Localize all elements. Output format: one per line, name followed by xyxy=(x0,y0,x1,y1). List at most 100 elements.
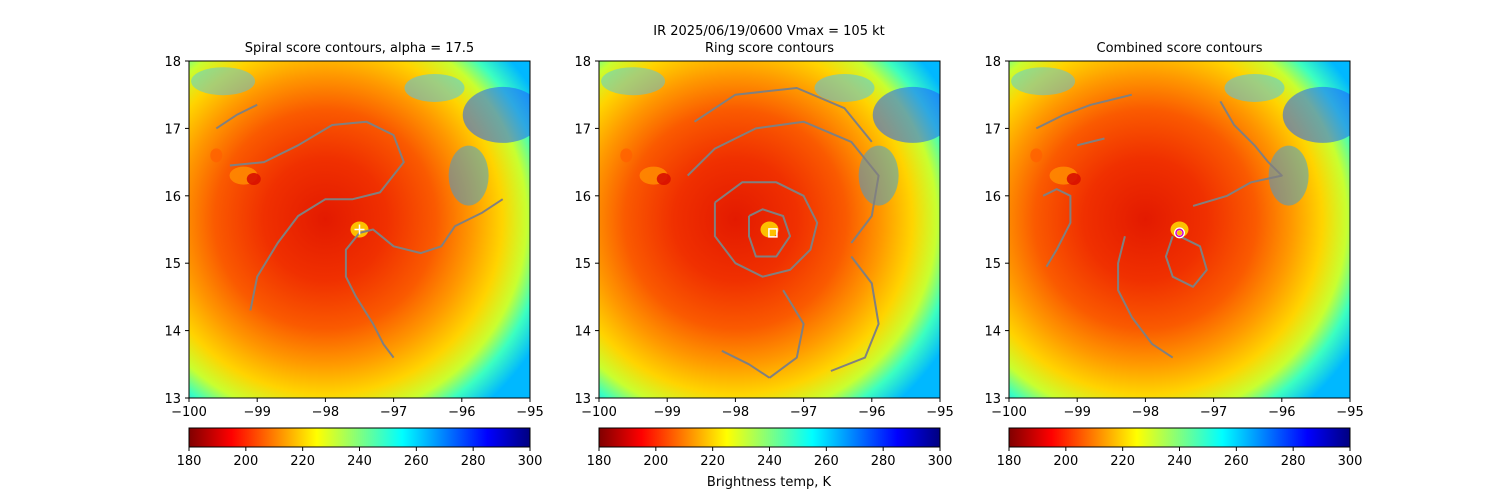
center-marker xyxy=(768,228,778,238)
x-tick-label: −96 xyxy=(1268,405,1295,420)
y-tick-label: 17 xyxy=(984,122,1001,137)
colorbar-tick-label: 300 xyxy=(1338,454,1363,469)
center-marker xyxy=(1175,228,1184,238)
x-tick-label: −95 xyxy=(926,405,953,420)
figure-suptitle: IR 2025/06/19/0600 Vmax = 105 kt xyxy=(653,24,884,39)
y-tick-label: 18 xyxy=(984,55,1001,70)
axes-frame xyxy=(1008,60,1351,399)
colorbar-tick-label: 260 xyxy=(1224,454,1249,469)
x-tick-label: −99 xyxy=(243,405,270,420)
contour-group xyxy=(215,103,504,359)
x-tick-label: −97 xyxy=(380,405,407,420)
colorbar-tick-label: 280 xyxy=(461,454,486,469)
cold-region xyxy=(814,73,875,102)
panel-2: Ring score contours −100 −99 −98 −97 −96 −95 13… xyxy=(574,41,953,469)
colorbar-tick-label: 220 xyxy=(700,454,725,469)
y-tick-label: 15 xyxy=(574,257,591,272)
x-tick-label: −98 xyxy=(722,405,749,420)
contour-group xyxy=(1035,93,1283,359)
panel-title: Spiral score contours, alpha = 17.5 xyxy=(245,41,474,56)
x-tick-label: −98 xyxy=(1132,405,1159,420)
y-tick-label: 16 xyxy=(164,190,181,205)
y-tick-label: 17 xyxy=(574,122,591,137)
x-tick-label: −97 xyxy=(790,405,817,420)
contour-line xyxy=(693,87,873,143)
colorbar-tick-label: 220 xyxy=(290,454,315,469)
colorbar-tick-label: 260 xyxy=(404,454,429,469)
contour-group xyxy=(686,87,880,379)
x-tick-label: −100 xyxy=(991,405,1027,420)
colorbar-tick-label: 300 xyxy=(928,454,953,469)
colorbar-tick-label: 200 xyxy=(1053,454,1078,469)
colorbar-tick-label: 260 xyxy=(814,454,839,469)
x-tick-label: −100 xyxy=(171,405,207,420)
panel-3: Combined score contours −100 −99 −98 −97 −96 −… xyxy=(984,41,1363,469)
colorbar: 180 200 220 240 260 280 300 xyxy=(587,427,953,469)
colorbar-label: Brightness temp, K xyxy=(707,475,832,490)
colorbar-tick-label: 280 xyxy=(871,454,896,469)
colorbar-gradient xyxy=(1008,427,1351,448)
x-tick-label: −96 xyxy=(448,405,475,420)
center-marker xyxy=(354,224,365,235)
x-tick-label: −98 xyxy=(312,405,339,420)
contour-line xyxy=(721,349,771,379)
axes-frame xyxy=(188,60,531,399)
cloud-cell xyxy=(1066,172,1081,185)
x-tick-label: −95 xyxy=(1336,405,1363,420)
colorbar-gradient xyxy=(188,427,531,448)
y-tick-label: 18 xyxy=(164,55,181,70)
y-tick-label: 15 xyxy=(164,257,181,272)
y-tick-label: 13 xyxy=(984,392,1001,407)
x-tick-label: −97 xyxy=(1200,405,1227,420)
cold-region xyxy=(462,86,530,143)
y-tick-label: 17 xyxy=(164,122,181,137)
cloud-cell xyxy=(210,148,223,163)
x-tick-label: −95 xyxy=(516,405,543,420)
cold-region xyxy=(872,86,940,143)
contour-line xyxy=(1035,93,1133,130)
cold-region xyxy=(191,67,256,96)
contour-line xyxy=(1117,235,1174,359)
contour-line xyxy=(768,289,805,379)
contour-line xyxy=(1042,188,1072,268)
cloud-cell xyxy=(246,172,261,185)
contour-line xyxy=(1076,137,1105,147)
contour-line xyxy=(344,198,504,359)
brightness-image xyxy=(1009,61,1350,398)
contour-line xyxy=(713,181,819,278)
panel-title: Combined score contours xyxy=(1097,41,1263,56)
y-tick-label: 13 xyxy=(574,392,591,407)
colorbar-tick-label: 200 xyxy=(233,454,258,469)
colorbar-tick-label: 240 xyxy=(1167,454,1192,469)
cold-region xyxy=(1268,145,1309,206)
axes-frame xyxy=(598,60,941,399)
contour-line xyxy=(1192,100,1283,207)
cold-region xyxy=(1282,86,1350,143)
colorbar: 180 200 220 240 260 280 300 xyxy=(997,427,1363,469)
x-tick-label: −99 xyxy=(1063,405,1090,420)
cloud-cell xyxy=(1030,148,1043,163)
panel-1: Spiral score contours, alpha = 17.5 −100 −… xyxy=(164,41,543,469)
cold-region xyxy=(1224,73,1285,102)
colorbar-tick-label: 180 xyxy=(587,454,612,469)
y-tick-label: 18 xyxy=(574,55,591,70)
y-tick-label: 14 xyxy=(574,325,591,340)
colorbar-tick-label: 180 xyxy=(177,454,202,469)
y-tick-label: 13 xyxy=(164,392,181,407)
contour-line xyxy=(229,120,405,311)
colorbar-tick-label: 180 xyxy=(997,454,1022,469)
colorbar-tick-label: 240 xyxy=(757,454,782,469)
x-tick-label: −96 xyxy=(858,405,885,420)
contour-line xyxy=(748,208,791,258)
x-tick-label: −100 xyxy=(581,405,617,420)
contour-line xyxy=(830,255,880,372)
brightness-image xyxy=(189,61,530,398)
cold-region xyxy=(404,73,465,102)
cold-region xyxy=(448,145,489,206)
panel-title: Ring score contours xyxy=(705,41,834,56)
y-tick-label: 16 xyxy=(574,190,591,205)
x-tick-label: −99 xyxy=(653,405,680,420)
colorbar-tick-label: 200 xyxy=(643,454,668,469)
colorbar-tick-label: 280 xyxy=(1281,454,1306,469)
